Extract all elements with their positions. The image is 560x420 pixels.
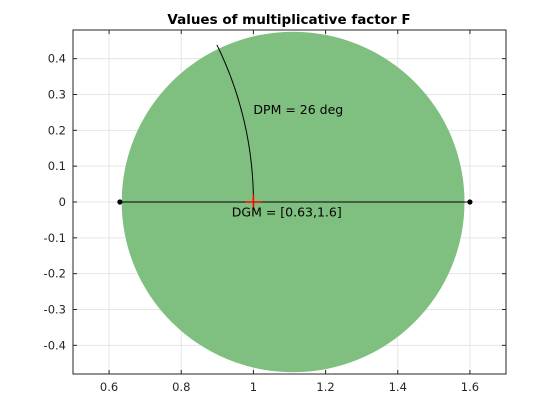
y-tick-label: 0.3	[48, 88, 66, 102]
y-tick-label: -0.3	[44, 303, 66, 317]
x-tick-label: 1	[250, 380, 257, 394]
phase-margin-arc	[216, 44, 254, 203]
y-tick-label: 0.2	[48, 123, 66, 137]
y-tick-label: 0.1	[48, 159, 66, 173]
x-tick-label: 1.2	[316, 380, 334, 394]
marks	[117, 44, 473, 210]
y-tick-label: -0.2	[44, 267, 66, 281]
x-tick-label: 1.4	[389, 380, 407, 394]
chart-title: Values of multiplicative factor F	[167, 12, 410, 28]
x-tick-label: 0.8	[172, 380, 190, 394]
x-tick-label: 1.6	[461, 380, 479, 394]
annotation-label: DPM = 26 deg	[253, 102, 343, 117]
gain-margin-point	[467, 199, 473, 205]
gain-margin-point	[117, 199, 123, 205]
y-tick-label: 0	[59, 195, 66, 209]
y-tick-label: -0.4	[44, 338, 66, 352]
axes	[72, 29, 507, 375]
tick-labels: 0.6 0.8 1 1.2 1.4 1.6 0.4 0.3 0.2 0.1 0 -0.1 -0.2 -0.…	[44, 52, 480, 394]
x-tick-label: 0.6	[100, 380, 118, 394]
annotation-label: DGM = [0.63,1.6]	[232, 204, 342, 219]
annotations: DPM = 26 deg DGM = [0.63,1.6]	[232, 102, 343, 219]
y-tick-label: -0.1	[44, 231, 66, 245]
y-tick-label: 0.4	[48, 52, 66, 66]
